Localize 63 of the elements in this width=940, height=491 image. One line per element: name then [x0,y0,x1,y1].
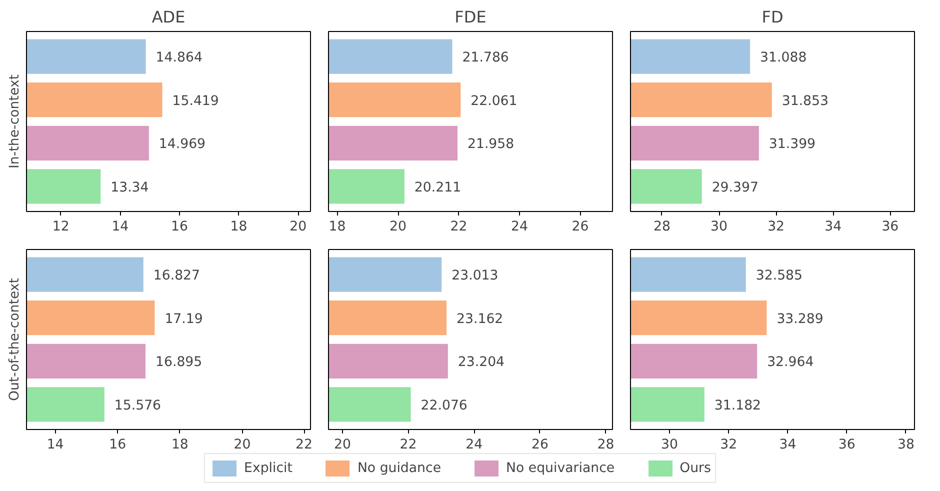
x-tick-label: 28 [597,438,614,452]
y-axis-title: Out-of-the-context [8,278,22,402]
data-label: 23.162 [456,312,504,327]
data-label: 29.397 [712,180,758,196]
x-tick-label: 22 [296,438,313,452]
x-tick-label: 34 [824,220,842,234]
legend-label: No guidance [357,460,442,476]
x-tick-label: 20 [234,438,251,452]
data-label: 21.786 [462,50,509,66]
chart-title: ADE [152,8,186,26]
data-label: 31.399 [768,137,816,152]
x-tick-label: 34 [779,438,796,452]
data-label: 32.964 [767,355,814,370]
legend-label: No equivariance [506,460,615,476]
x-tick-label: 28 [653,220,670,234]
legend-label: Ours [680,460,711,476]
data-label: 16.827 [153,268,200,284]
x-tick-label: 38 [897,438,914,452]
x-tick-label: 24 [466,438,483,452]
data-label: 14.864 [156,50,202,66]
x-tick-label: 22 [450,220,468,234]
x-tick-label: 32 [720,438,738,452]
y-axis-title: In-the-context [8,74,22,169]
data-label: 17.19 [164,312,203,327]
x-tick-label: 20 [334,438,351,452]
x-tick-label: 18 [171,438,188,452]
x-tick-label: 20 [390,220,407,234]
chart-title: FD [762,8,784,26]
data-label: 22.076 [420,398,468,414]
data-label: 21.958 [468,137,514,152]
x-tick-label: 26 [572,220,589,234]
x-tick-label: 20 [290,220,307,234]
data-label: 31.088 [760,50,807,66]
data-label: 32.585 [756,268,803,284]
data-label: 16.895 [156,355,202,370]
data-label: 14.969 [158,137,206,152]
x-tick-label: 18 [230,220,248,234]
x-tick-label: 14 [112,220,129,234]
data-label: 23.204 [458,355,505,370]
data-label: 13.34 [110,180,149,196]
x-tick-label: 26 [531,438,548,452]
x-tick-label: 36 [838,438,856,452]
data-label: 31.182 [714,398,762,414]
data-label: 20.211 [414,180,462,196]
data-label: 15.576 [114,398,162,414]
x-tick-label: 30 [710,220,728,234]
data-label: 15.419 [172,94,219,109]
data-label: 33.289 [776,312,824,327]
x-tick-label: 24 [511,220,528,234]
x-tick-label: 18 [328,220,346,234]
data-label: 31.853 [782,94,829,109]
legend-label: Explicit [244,460,292,476]
x-tick-label: 30 [660,438,678,452]
data-label: 22.061 [470,94,518,109]
x-tick-label: 16 [171,220,188,234]
x-tick-label: 16 [109,438,126,452]
x-tick-label: 32 [768,220,785,234]
chart-title: FDE [454,8,486,26]
x-tick-label: 14 [46,438,64,452]
x-tick-label: 12 [52,220,70,234]
x-tick-label: 22 [400,438,417,452]
data-label: 23.013 [452,268,498,284]
x-tick-label: 36 [882,220,899,234]
